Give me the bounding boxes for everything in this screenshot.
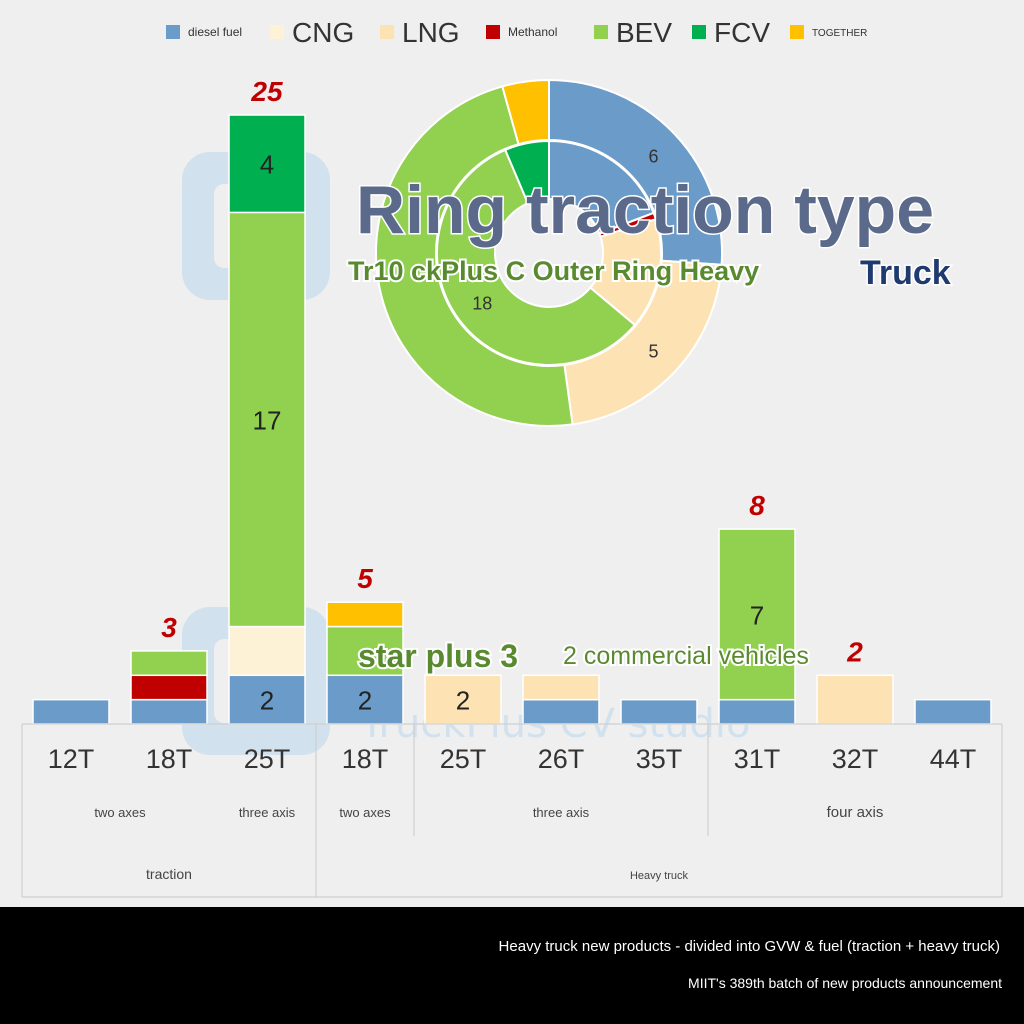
footer-caption: Heavy truck new products - divided into … [498,938,1000,955]
footer-source: MIIT's 389th batch of new products annou… [688,975,1002,991]
chart-canvas: TruckPlus CV studiodiesel fuelCNGLNGMeth… [21,17,1003,898]
legend-swatch-icon [594,25,608,39]
bar-segment-lng [424,674,502,725]
inner-ring-slice-bev [436,148,637,366]
bar-total-label: 25 [250,76,283,107]
x-tick-label: 18T [342,744,389,774]
x-tick-label: 31T [734,744,781,774]
bar-segment-bev [718,528,796,701]
overlay-mid-text: star plus 3 [358,638,518,674]
legend-label: CNG [292,17,354,48]
legend-item-together: TOGETHER [790,25,867,39]
bar-segment-lng [522,674,600,701]
bar-segment-bev [130,650,208,677]
bar-segment-diesel [718,698,796,725]
x-tick-label: 26T [538,744,585,774]
bar-segment-cng [228,625,306,677]
bar-segment-diesel [522,698,600,725]
segment-value-label: 2 [260,686,274,716]
segment-value-label: 2 [456,686,470,716]
inner-ring-slice-diesel [548,139,655,235]
x-group-label: two axes [94,805,146,820]
x-group-label: two axes [339,805,391,820]
x-group-label: three axis [533,805,590,820]
legend-swatch-icon [790,25,804,39]
x-group-label: three axis [239,805,296,820]
bar-total-label: 2 [846,636,863,667]
bar-segment-fcv [228,114,306,214]
x-tick-label: 44T [930,744,977,774]
bar-segment-diesel [326,674,404,725]
x-group-label: four axis [827,804,884,821]
x-category-label: traction [146,866,192,882]
legend-label: diesel fuel [188,25,242,39]
legend-label: FCV [714,17,770,48]
x-tick-label: 12T [48,744,95,774]
legend-item-fcv: FCV [692,17,770,48]
bar-segment-together [326,601,404,628]
outer-ring-slice-label: 5 [649,342,659,362]
overlay-mid-text-2: 2 commercial vehicles [563,642,809,670]
segment-value-label: 17 [253,406,282,436]
x-tick-label: 32T [832,744,879,774]
legend-item-diesel: diesel fuel [166,25,242,39]
bar-segment-diesel [32,698,110,725]
legend-item-lng: LNG [380,17,460,48]
legend-label: Methanol [508,25,557,39]
inner-ring-slice-label: 18 [472,293,492,313]
bar-total-label: 5 [357,563,373,594]
bar-segment-methanol [130,674,208,701]
legend-swatch-icon [166,25,180,39]
axis-grid [21,723,1003,898]
x-tick-label: 18T [146,744,193,774]
segment-value-label: 2 [358,686,372,716]
outer-ring-slice-label: 6 [649,146,659,166]
overlay-subtitle: Tr10 ckPlus C Outer Ring Heavy [348,256,759,286]
bar-segment-diesel [130,698,208,725]
bar-total-label: 8 [749,490,765,521]
x-tick-label: 25T [244,744,291,774]
bar-total-label: 3 [161,612,177,643]
bar-segment-diesel [914,698,992,725]
legend-label: TOGETHER [812,28,867,39]
legend-swatch-icon [380,25,394,39]
segment-value-label: 4 [260,150,274,180]
legend-item-bev: BEV [594,17,672,48]
bar-segment-lng [816,674,894,725]
x-tick-label: 35T [636,744,683,774]
legend-item-methanol: Methanol [486,25,557,39]
legend-label: BEV [616,17,672,48]
x-tick-label: 25T [440,744,487,774]
segment-value-label: 7 [750,600,764,630]
inner-ring-slice-fcv [503,139,550,205]
x-category-label: Heavy truck [630,870,689,882]
legend-swatch-icon [692,25,706,39]
legend-item-cng: CNG [270,17,354,48]
legend-swatch-icon [270,25,284,39]
bar-segment-diesel [620,698,698,725]
overlay-title: Ring traction type [356,172,934,248]
legend-label: LNG [402,17,460,48]
bar-segment-bev [326,625,404,677]
bar-segment-bev [228,211,306,628]
overlay-truck-label: Truck [860,254,951,292]
footer-bar [0,907,1024,1024]
legend-swatch-icon [486,25,500,39]
